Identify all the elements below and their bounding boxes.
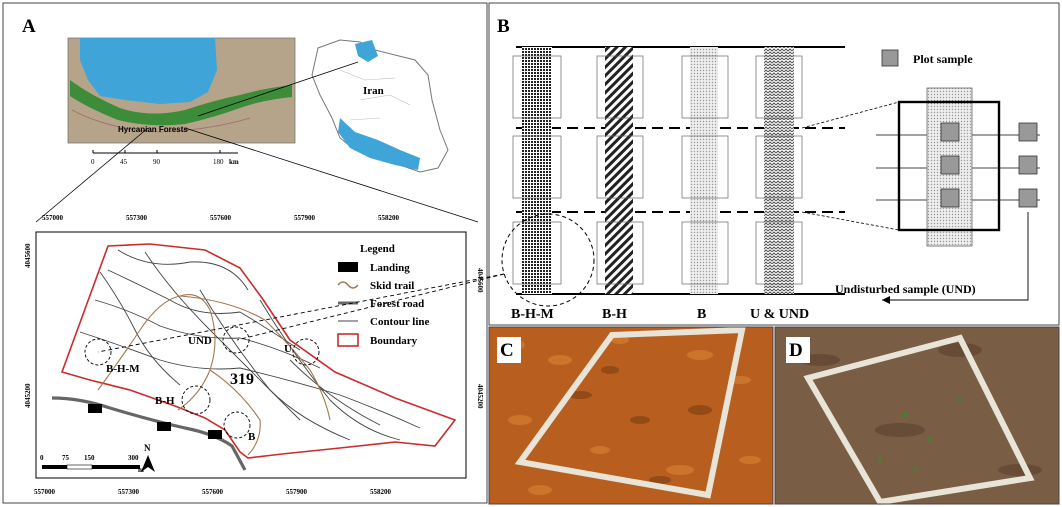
overview-scale-tick: 0 (91, 158, 95, 166)
map-scale-tick: 300 (128, 454, 139, 462)
panel-c-photo: C (488, 326, 774, 505)
panel-c-letter: C (500, 340, 514, 361)
site-label-bh: B-H (155, 395, 175, 407)
legend-item: Skid trail (370, 280, 414, 292)
x-tick-top: 557300 (126, 214, 148, 222)
map-scale-unit: m (138, 466, 144, 474)
site-label-b: B (248, 431, 256, 443)
overview-scale-tick: 45 (120, 158, 128, 166)
forest-belt (70, 80, 292, 126)
panel-a: A Hyrcanian Forests 0 45 90 180 km (2, 2, 488, 504)
zoom-circle (501, 213, 595, 307)
compartment-boundary (60, 243, 457, 459)
strip-label-bh: B-H (602, 307, 627, 322)
site-label-und: UND (188, 335, 212, 347)
zoom-connector (236, 273, 505, 341)
compartment-number: 319 (230, 371, 254, 388)
panel-b-letter: B (497, 16, 510, 37)
frame-c (514, 326, 746, 499)
strip-label-b: B (697, 307, 706, 322)
skid-trails (97, 294, 331, 456)
legend-item: Contour line (370, 316, 430, 328)
study-map: 557000 557300 557600 557900 558200 55700… (24, 214, 484, 496)
x-tick-bottom: 557900 (286, 488, 308, 496)
contour-lines (79, 249, 421, 441)
y-tick-left: 4045600 (24, 243, 32, 268)
x-tick-top: 557900 (294, 214, 316, 222)
map-legend: Legend Landing Skid trail Forest road Co… (337, 243, 430, 347)
strip-bhm (522, 47, 552, 294)
overview-scale-tick: 180 (213, 158, 224, 166)
site-circle-und (222, 326, 250, 354)
strip-bh (605, 47, 633, 294)
site-circle-b (223, 411, 251, 439)
strip-label-bhm: B-H-M (511, 307, 554, 322)
map-scale-bar: 0 75 150 300 m (40, 454, 144, 474)
legend-item: Boundary (370, 335, 418, 347)
legend-landing-swatch (338, 262, 358, 272)
legend-title: Legend (360, 243, 395, 255)
legend-boundary-swatch (337, 333, 359, 347)
site-circle-bh (181, 385, 211, 415)
y-tick-right: 4045600 (476, 268, 484, 293)
overview-map: Hyrcanian Forests 0 45 90 180 km (67, 37, 296, 166)
strip-b (690, 47, 718, 294)
legend-item: Forest road (370, 298, 424, 310)
country-label: Iran (363, 85, 384, 97)
overview-scale-unit: km (229, 158, 239, 166)
site-label-bhm: B-H-M (106, 363, 140, 375)
map-scale-tick: 75 (62, 454, 70, 462)
panel-b: B B-H-M B-H (97, 2, 1060, 353)
site-label-u: U (284, 343, 292, 355)
region-label: Hyrcanian Forests (118, 125, 188, 134)
iran-inset: Iran (311, 39, 449, 173)
north-arrow-icon: N (141, 443, 155, 472)
x-tick-top: 557000 (42, 214, 64, 222)
strip-u (764, 47, 794, 294)
site-circle-bhm (84, 338, 112, 366)
y-tick-right: 4045200 (476, 384, 484, 409)
landing-marker (208, 430, 222, 439)
map-scale-tick: 150 (84, 454, 95, 462)
site-circle-u (292, 338, 320, 366)
frame-d (803, 334, 1035, 506)
landing-marker (157, 422, 171, 431)
map-scale-tick: 0 (40, 454, 44, 462)
north-label: N (144, 443, 151, 453)
caspian-sea (80, 38, 217, 104)
plot-sample-swatch (881, 49, 899, 67)
landing-marker (88, 404, 102, 413)
x-tick-bottom: 558200 (370, 488, 392, 496)
x-tick-top: 558200 (378, 214, 400, 222)
plot-detail (876, 87, 1040, 247)
strip-label-uund: U & UND (750, 307, 809, 322)
x-tick-top: 557600 (210, 214, 232, 222)
undisturbed-label: Undisturbed sample (UND) (835, 282, 976, 296)
panel-a-letter: A (22, 16, 36, 37)
panel-d-photo: D (774, 326, 1060, 506)
overview-scale-tick: 90 (153, 158, 161, 166)
x-tick-bottom: 557600 (202, 488, 224, 496)
panel-d-letter: D (789, 340, 803, 361)
x-tick-bottom: 557300 (118, 488, 140, 496)
legend-item: Landing (370, 262, 410, 274)
x-tick-bottom: 557000 (34, 488, 56, 496)
y-tick-left: 4045200 (24, 383, 32, 408)
legend-skid-swatch (337, 281, 359, 289)
plot-sample-label: Plot sample (913, 52, 973, 66)
